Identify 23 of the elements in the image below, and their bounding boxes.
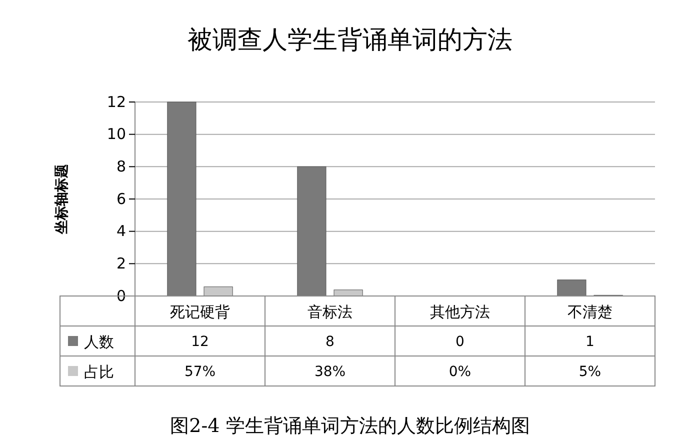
y-tick-label: 8 [116, 157, 126, 176]
data-label: 0% [448, 364, 472, 380]
data-label: 0 [456, 334, 464, 350]
y-tick-label: 6 [116, 190, 126, 208]
data-label: 5% [578, 364, 602, 380]
y-tick-label: 2 [116, 254, 126, 272]
data-label: 8 [326, 334, 334, 350]
x-tick-label: 音标法 [308, 303, 352, 321]
x-tick-label: 其他方法 [430, 303, 490, 321]
legend-label: 占比 [84, 363, 114, 381]
legend-label: 人数 [84, 333, 114, 351]
chart-title: 被调查人学生背诵单词的方法 [188, 25, 512, 54]
y-tick-label: 10 [106, 125, 126, 144]
y-axis-title: 坐标轴标题 [54, 164, 70, 235]
data-label: 12 [191, 334, 209, 350]
data-label: 38% [314, 364, 346, 380]
x-tick-label: 死记硬背 [170, 303, 230, 321]
y-tick-label: 12 [106, 92, 126, 111]
x-tick-label: 不清楚 [568, 303, 612, 321]
caption: 图2-4 学生背诵单词方法的人数比例结构图 [170, 415, 530, 437]
y-tick-label: 4 [116, 222, 126, 240]
data-label: 1 [586, 334, 594, 350]
data-label: 57% [184, 364, 216, 380]
